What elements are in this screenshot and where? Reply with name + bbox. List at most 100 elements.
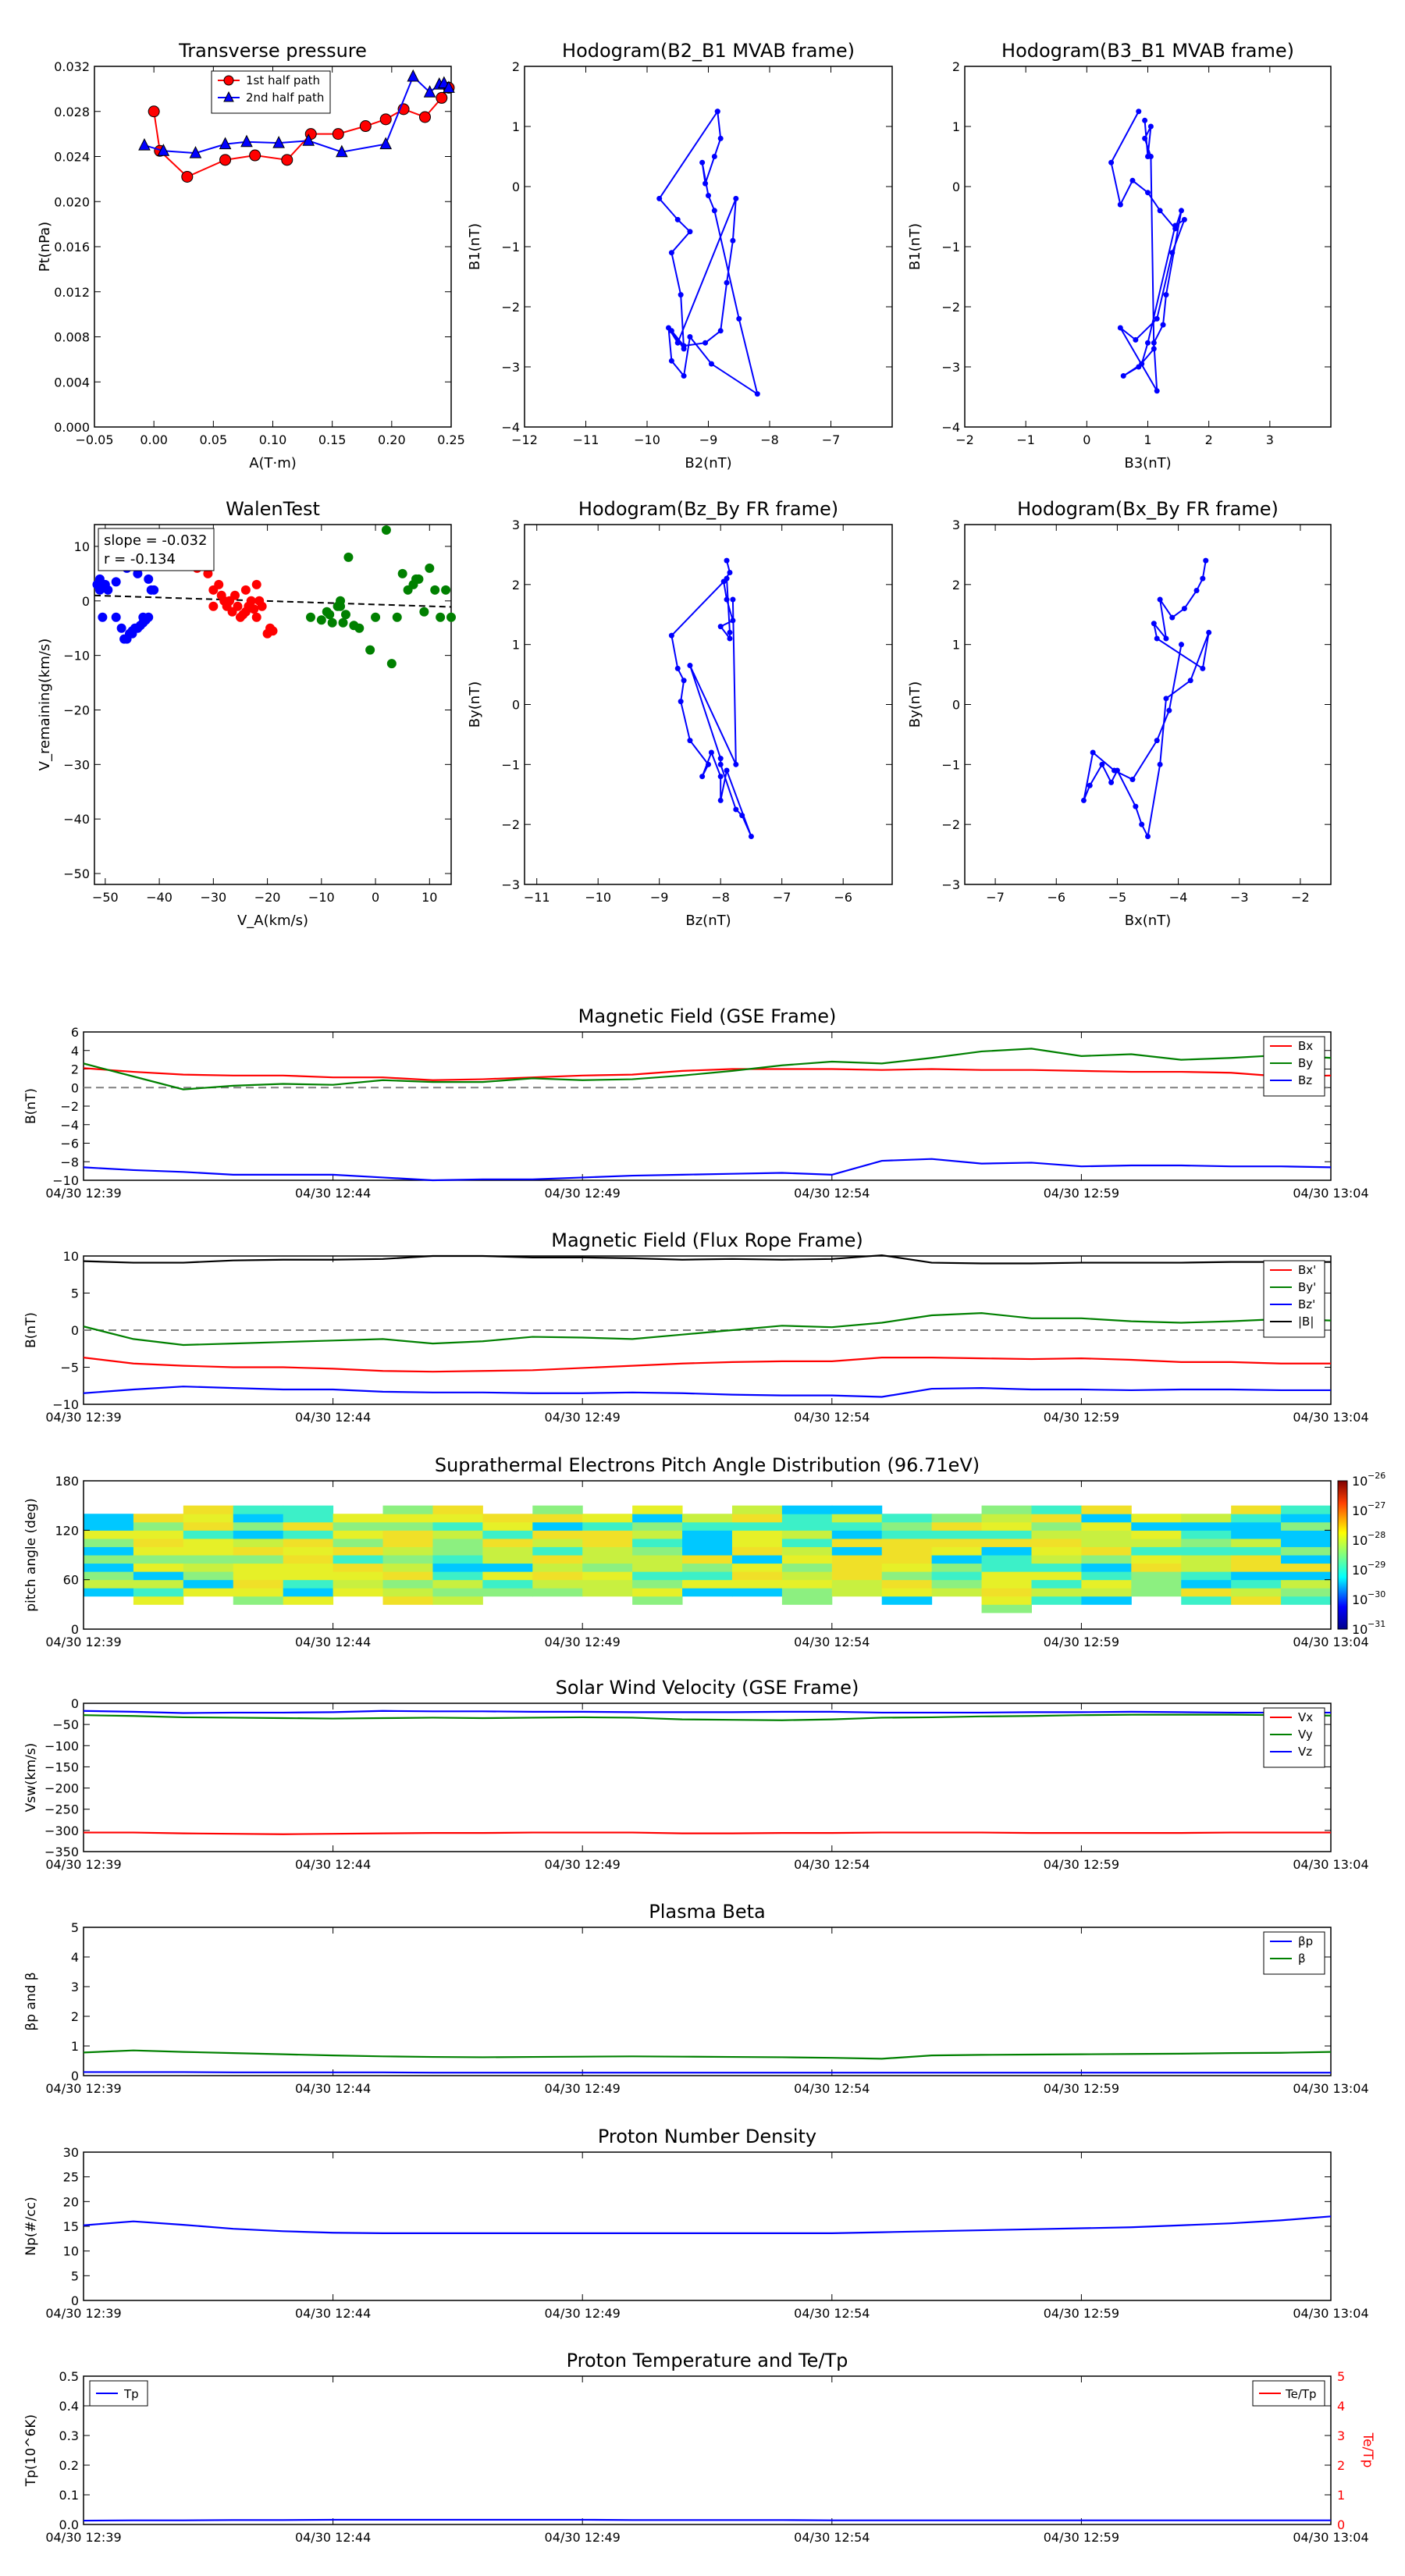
right-y-tick-label: 2: [1337, 2458, 1345, 2473]
heatmap-cell: [84, 1521, 134, 1531]
heatmap-cell: [84, 1514, 134, 1523]
colorbar-tick-label: 10: [1352, 1533, 1368, 1548]
x-tick-label: 04/30 12:59: [1044, 2081, 1119, 2096]
scatter-point: [127, 626, 137, 636]
hodogram-point: [674, 665, 681, 671]
legend-label: Bx': [1298, 1263, 1316, 1277]
y-tick-label: 0.000: [54, 420, 90, 435]
x-tick-label: 04/30 12:39: [45, 2530, 121, 2545]
scatter-point: [425, 563, 435, 573]
x-tick-label: 04/30 13:04: [1293, 1410, 1368, 1425]
heatmap-cell: [1031, 1563, 1082, 1572]
heatmap-cell: [981, 1505, 1032, 1514]
hodogram-point: [1151, 340, 1157, 346]
x-tick-label: −7: [822, 432, 841, 447]
hodogram-point: [1145, 834, 1151, 840]
chart-title: Plasma Beta: [649, 1901, 765, 1923]
heatmap-cell: [532, 1530, 583, 1539]
heatmap-cell: [1131, 1530, 1182, 1539]
x-tick-label: 0.10: [259, 432, 287, 447]
hodogram-point: [668, 358, 674, 364]
hodogram-point: [1181, 216, 1187, 222]
heatmap-cell: [133, 1571, 184, 1581]
hodogram-point: [748, 834, 754, 840]
x-tick-label: 04/30 12:39: [45, 1410, 121, 1425]
y-tick-label: −40: [63, 812, 90, 827]
hodogram-point: [1154, 315, 1160, 322]
heatmap-cell: [632, 1538, 683, 1547]
y-tick-label: −30: [63, 757, 90, 772]
heatmap-cell: [682, 1530, 733, 1539]
heatmap-cell: [532, 1563, 583, 1572]
x-axis-label: Bx(nT): [1125, 913, 1171, 929]
heatmap-cell: [1281, 1514, 1332, 1523]
heatmap-cell: [881, 1514, 933, 1523]
legend-label: |B|: [1298, 1315, 1314, 1329]
hodogram-point: [1142, 135, 1148, 141]
heatmap-cell: [1031, 1521, 1082, 1531]
heatmap-cell: [632, 1514, 683, 1523]
heatmap-cell: [781, 1563, 833, 1572]
scatter-point: [414, 574, 424, 584]
x-tick-label: 0.20: [378, 432, 406, 447]
hodogram-point: [1157, 596, 1163, 603]
heatmap-cell: [1131, 1579, 1182, 1589]
heatmap-cell: [1231, 1546, 1282, 1556]
hodogram-point: [736, 315, 742, 322]
heatmap-cell: [1031, 1588, 1082, 1597]
heatmap-cell: [233, 1596, 284, 1605]
heatmap-cell: [1181, 1538, 1232, 1547]
legend-label: By': [1298, 1280, 1316, 1294]
heatmap-cell: [582, 1530, 633, 1539]
series-line: [83, 1048, 1332, 1091]
y-axis-label: B1(nT): [467, 223, 483, 270]
y-tick-label: 0.024: [54, 150, 90, 165]
heatmap-cell: [981, 1538, 1032, 1547]
hodogram-point: [1166, 707, 1172, 713]
hodogram-point: [668, 250, 674, 256]
scatter-point: [340, 610, 350, 620]
scatter-point: [392, 612, 402, 622]
heatmap-cell: [233, 1521, 284, 1531]
y-tick-label: −2: [941, 817, 960, 832]
colorbar-tick-label: 10: [1352, 1503, 1368, 1518]
hodogram-point: [711, 208, 717, 214]
heatmap-cell: [682, 1546, 733, 1556]
y-axis-label: pitch angle (deg): [23, 1498, 39, 1612]
heatmap-cell: [333, 1530, 384, 1539]
y-axis-label: By(nT): [907, 681, 923, 728]
heatmap-cell: [1281, 1538, 1332, 1547]
hodogram-point: [1172, 222, 1179, 229]
scatter-point: [316, 615, 326, 625]
x-tick-label: 04/30 12:44: [295, 2306, 371, 2321]
y-tick-label: 0: [71, 1080, 79, 1095]
x-tick-label: 04/30 12:39: [45, 1635, 121, 1649]
heatmap-cell: [1231, 1588, 1282, 1597]
series-line: [83, 1158, 1332, 1182]
hodogram-point: [681, 373, 687, 379]
heatmap-cell: [183, 1579, 234, 1589]
data-point-triangle: [138, 137, 151, 151]
heatmap-cell: [781, 1546, 833, 1556]
data-point-triangle: [157, 144, 170, 156]
heatmap-cell: [781, 1514, 833, 1523]
scatter-point: [397, 568, 407, 578]
heatmap-cell: [1081, 1514, 1132, 1523]
plot-frame: [83, 1031, 1332, 1181]
heatmap-cell: [133, 1530, 184, 1539]
colorbar-tick-label: 10: [1352, 1474, 1368, 1489]
heatmap-cell: [233, 1546, 284, 1556]
x-tick-label: −3: [1230, 890, 1249, 905]
heatmap-cell: [133, 1538, 184, 1547]
legend-box: [1263, 1931, 1325, 1975]
x-tick-label: −5: [1108, 890, 1127, 905]
data-point-triangle: [379, 137, 393, 150]
plot-frame: [83, 1480, 1332, 1630]
heatmap-cell: [632, 1555, 683, 1564]
fit-line: [94, 594, 452, 608]
heatmap-cell: [1181, 1521, 1232, 1531]
y-tick-label: 15: [63, 2219, 79, 2234]
heatmap-cell: [682, 1579, 733, 1589]
heatmap-cell: [382, 1538, 433, 1547]
